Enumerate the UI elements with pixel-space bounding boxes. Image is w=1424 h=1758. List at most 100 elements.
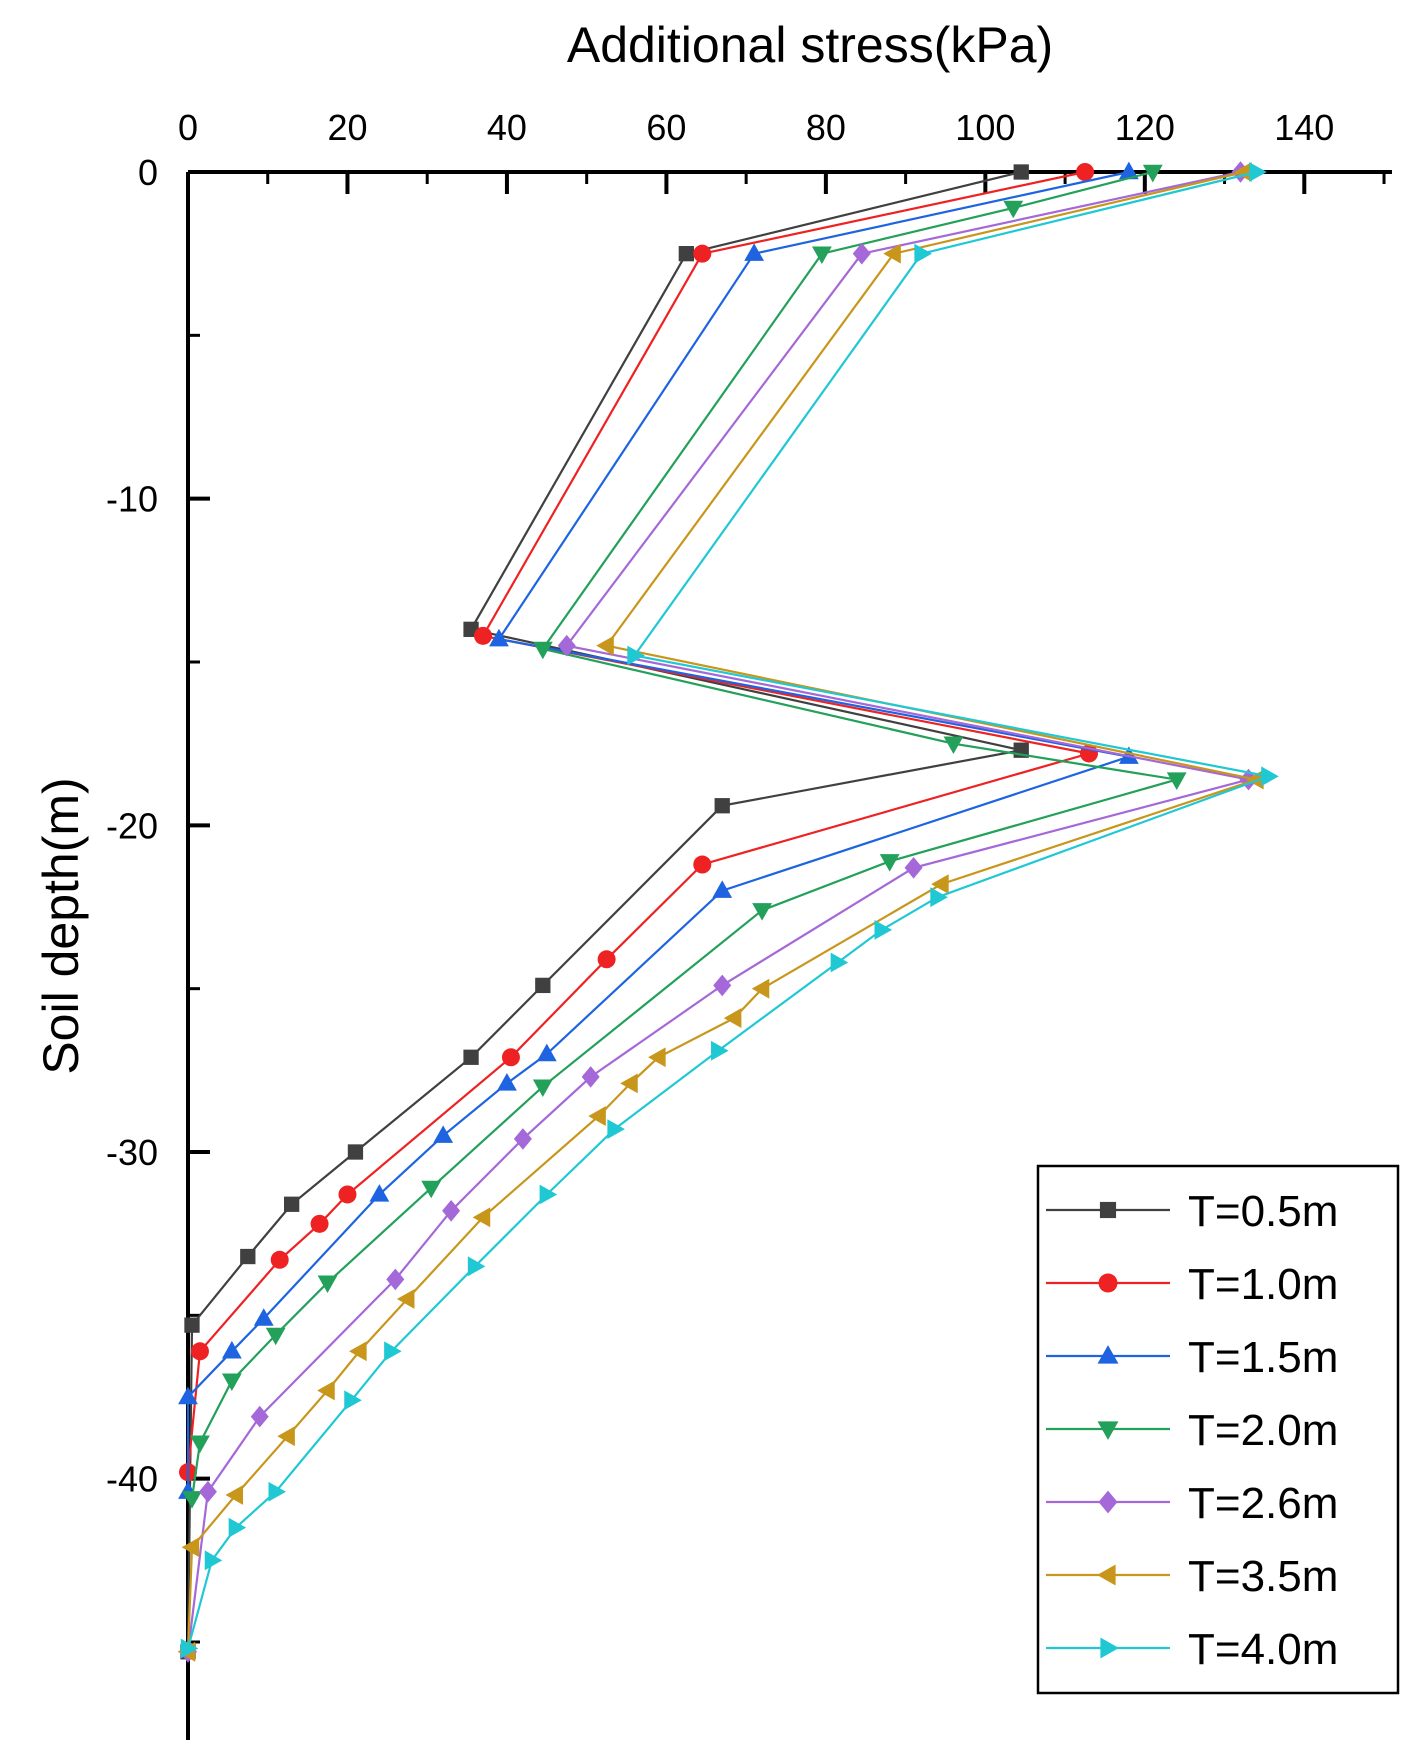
data-point: [277, 1426, 295, 1447]
y-tick-label: -10: [106, 479, 158, 520]
data-point: [852, 242, 871, 265]
data-point: [182, 1491, 202, 1509]
data-point: [607, 1119, 625, 1140]
legend-label: T=2.0m: [1188, 1406, 1338, 1455]
data-point: [1166, 772, 1187, 790]
legend-item: T=0.5m: [1046, 1187, 1338, 1236]
data-point: [270, 1250, 289, 1269]
x-tick-label: 80: [806, 107, 846, 148]
series-T=0.5m: [180, 164, 1029, 1660]
data-point: [535, 977, 551, 994]
data-point: [317, 1275, 338, 1294]
x-tick-label: 0: [178, 107, 198, 148]
series-line: [186, 170, 1090, 1473]
data-point: [1234, 162, 1252, 182]
data-point: [931, 874, 949, 895]
data-point: [489, 628, 509, 647]
data-point: [693, 244, 712, 263]
legend-label: T=1.5m: [1188, 1333, 1338, 1382]
data-point: [180, 1638, 199, 1659]
data-point: [904, 857, 923, 879]
data-point: [190, 1342, 209, 1361]
data-point: [597, 950, 616, 969]
data-point: [620, 1073, 638, 1094]
data-point: [433, 1125, 454, 1143]
data-point: [338, 1185, 357, 1204]
data-point: [347, 1144, 364, 1160]
data-point: [879, 854, 900, 872]
axes: 0 20 40 60 80 100 120 140 0 -10 -20 -30 -40: [106, 107, 1392, 1740]
legend-marker: [1098, 1273, 1118, 1293]
data-point: [317, 1380, 335, 1401]
data-point: [178, 1386, 198, 1405]
x-tick-label: 40: [487, 107, 527, 148]
y-tick-label: -20: [106, 805, 158, 846]
data-point: [693, 855, 712, 874]
data-point: [883, 243, 901, 264]
legend-item: T=3.5m: [1046, 1552, 1338, 1601]
data-point: [557, 634, 576, 657]
data-point: [723, 1008, 742, 1028]
series-T=1.5m: [178, 161, 1139, 1499]
data-point: [268, 1481, 287, 1502]
data-point: [1076, 163, 1095, 181]
data-point: [497, 1073, 517, 1091]
legend-marker: [1100, 1637, 1119, 1659]
legend-marker: [1097, 1345, 1119, 1364]
data-point: [744, 243, 765, 261]
series-line: [190, 170, 1178, 1499]
series-line: [186, 170, 1022, 1652]
legend-marker: [1097, 1564, 1116, 1586]
data-point: [1003, 200, 1024, 219]
data-point: [463, 1049, 479, 1065]
data-point: [678, 246, 694, 262]
x-axis-title: Additional stress(kPa): [567, 17, 1053, 73]
series-line: [186, 170, 1130, 1492]
data-point: [581, 1066, 600, 1088]
legend-marker: [1098, 1490, 1118, 1514]
y-tick-label: -40: [106, 1459, 158, 1500]
data-point: [930, 887, 948, 908]
data-point: [472, 1207, 491, 1228]
data-point: [421, 1180, 442, 1199]
data-point: [250, 1405, 269, 1428]
data-point: [532, 1079, 553, 1098]
data-point: [253, 1308, 274, 1326]
y-axis-title: Soil depth(m): [33, 777, 89, 1074]
x-tick-label: 100: [955, 107, 1015, 148]
legend-item: T=2.0m: [1046, 1406, 1338, 1455]
data-point: [198, 1480, 217, 1503]
data-point: [501, 1048, 520, 1067]
data-point: [190, 1435, 210, 1454]
data-point: [1261, 766, 1279, 787]
x-tick-label: 140: [1274, 107, 1334, 148]
data-point: [349, 1341, 367, 1362]
y-tick-label: -30: [106, 1132, 158, 1173]
data-point: [811, 246, 832, 265]
data-point: [221, 1373, 242, 1392]
data-point: [184, 1317, 200, 1333]
data-point: [713, 974, 732, 997]
data-point: [627, 645, 645, 666]
data-point: [648, 1047, 666, 1068]
data-point: [265, 1327, 286, 1346]
data-point: [1013, 164, 1029, 180]
data-point: [386, 1268, 405, 1291]
legend-item: T=2.6m: [1046, 1479, 1338, 1528]
data-point: [344, 1390, 362, 1411]
data-point: [369, 1184, 390, 1202]
data-point: [914, 243, 932, 264]
x-tick-label: 20: [327, 107, 367, 148]
data-point: [539, 1184, 558, 1205]
data-point: [752, 903, 772, 921]
data-point: [596, 635, 614, 656]
legend-marker: [1099, 1201, 1117, 1219]
data-point: [1249, 162, 1267, 182]
data-point: [384, 1341, 402, 1362]
series-line: [186, 170, 1261, 1652]
y-tick-label: 0: [138, 152, 158, 193]
legend-label: T=2.6m: [1188, 1479, 1338, 1528]
legend-label: T=1.0m: [1188, 1260, 1338, 1309]
legend-item: T=1.0m: [1046, 1260, 1338, 1309]
